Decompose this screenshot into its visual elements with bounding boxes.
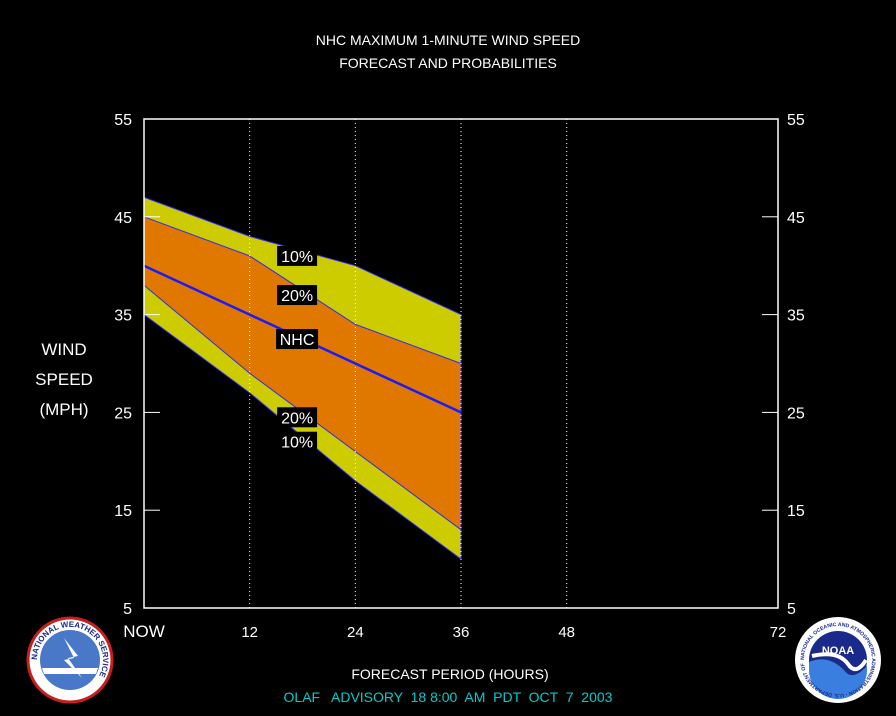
x-tick-label-now: NOW	[123, 622, 165, 641]
x-tick-label-12: 12	[241, 624, 258, 641]
annotation-box-2	[276, 329, 319, 350]
advisory-line: OLAF ADVISORY 18 8:00 AM PDT OCT 7 2003	[284, 689, 613, 705]
nws-logo: NATIONAL WEATHER SERVICE	[26, 616, 114, 704]
y-tick-label-left-35: 35	[114, 308, 132, 325]
probability-bands	[143, 196, 462, 561]
annotation-20pct-1: 20%	[281, 288, 313, 305]
y-tick-label-left-5: 5	[123, 601, 132, 618]
y-tick-label-right-5: 5	[787, 601, 796, 618]
y-tick-label-right-25: 25	[787, 405, 805, 422]
y-tick-label-left-25: 25	[114, 405, 132, 422]
noaa-logo: NOAA NATIONAL OCEANIC AND ATMOSPHERIC AD…	[795, 617, 881, 703]
annotation-10pct-0: 10%	[281, 249, 313, 266]
y-tick-label-right-45: 45	[787, 210, 805, 227]
x-tick-label-72: 72	[770, 624, 787, 641]
y-axis-label-line-2: SPEED	[35, 370, 93, 389]
annotation-20pct-3: 20%	[281, 410, 313, 427]
noaa-center-text: NOAA	[822, 645, 854, 657]
y-tick-label-left-45: 45	[114, 210, 132, 227]
x-tick-label-36: 36	[453, 624, 470, 641]
annotation-box-1	[277, 285, 318, 306]
band-inner-20pct	[143, 216, 462, 531]
band-annotations: 10% 20% NHC 20% 10%	[276, 245, 319, 452]
annotation-nhc-2: NHC	[280, 332, 315, 349]
annotation-10pct-4: 10%	[281, 435, 313, 452]
x-axis-label: FORECAST PERIOD (HOURS)	[351, 666, 548, 682]
chart-subtitle: FORECAST AND PROBABILITIES	[339, 55, 557, 71]
y-tick-label-left-55: 55	[114, 112, 132, 129]
y-axis-label-line-3: (MPH)	[39, 400, 88, 419]
y-axis-label-line-1: WIND	[41, 340, 86, 359]
annotation-box-0	[277, 245, 318, 266]
y-tick-label-left-15: 15	[114, 503, 132, 520]
plot-frame	[143, 118, 779, 609]
y-tick-label-right-55: 55	[787, 112, 805, 129]
chart-title: NHC MAXIMUM 1-MINUTE WIND SPEED	[316, 32, 580, 48]
y-tick-label-right-15: 15	[787, 503, 805, 520]
annotation-box-4	[277, 431, 318, 452]
annotation-box-3	[277, 407, 318, 428]
y-tick-label-right-35: 35	[787, 308, 805, 325]
x-tick-label-48: 48	[558, 624, 575, 641]
x-tick-label-24: 24	[347, 624, 364, 641]
